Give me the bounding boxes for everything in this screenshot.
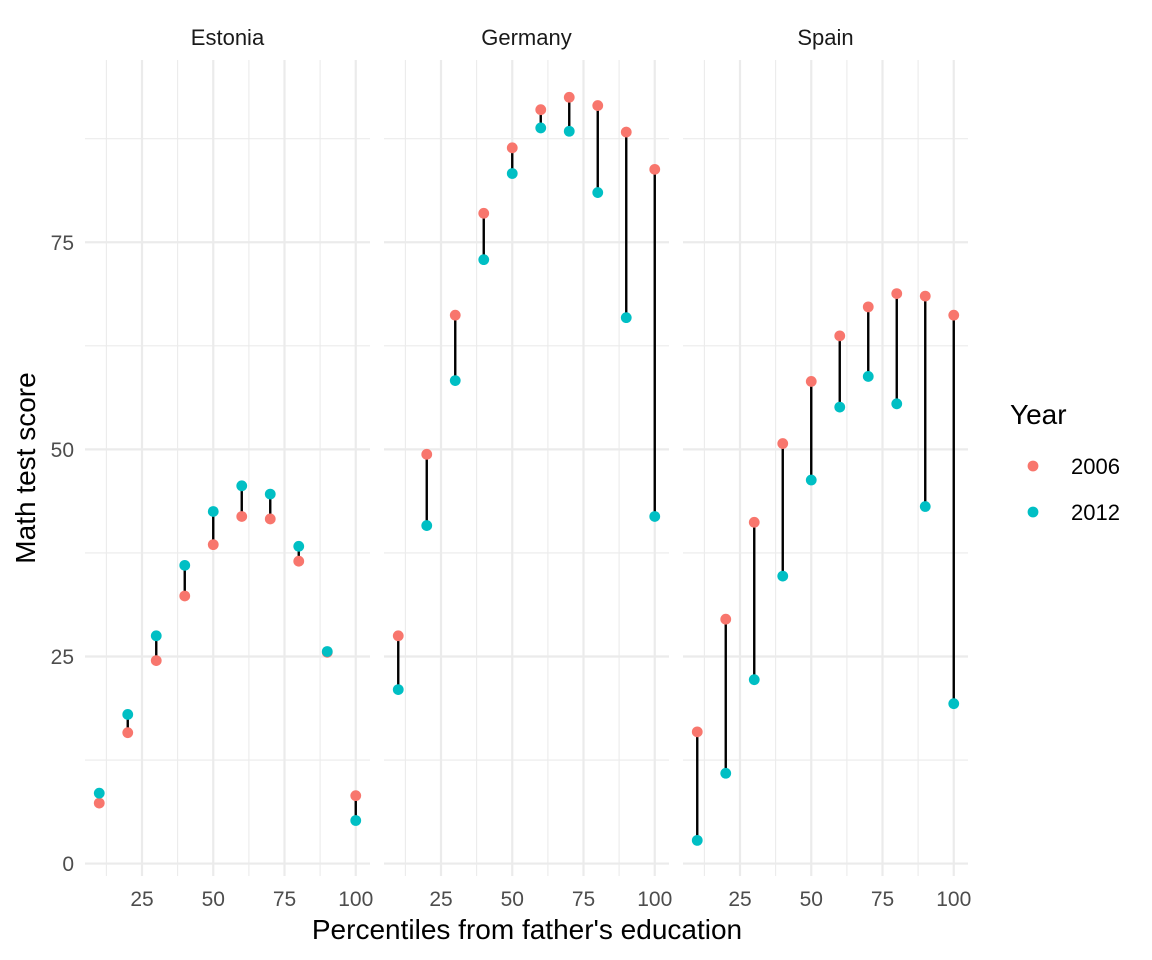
data-point-2006 — [620, 126, 632, 138]
data-point-2006 — [691, 726, 703, 738]
data-point-2006 — [649, 163, 661, 175]
data-point-2012 — [449, 375, 461, 387]
data-point-2012 — [421, 520, 433, 531]
data-point-2012 — [264, 488, 276, 500]
x-tick-label: 50 — [800, 888, 823, 911]
data-point-2012 — [506, 168, 518, 179]
data-point-2006 — [179, 590, 191, 602]
legend-title: Year — [1010, 399, 1067, 430]
data-point-2006 — [264, 513, 276, 525]
legend-key-2006 — [1027, 460, 1039, 472]
data-point-2012 — [805, 474, 817, 486]
y-tick-label: 75 — [51, 232, 74, 255]
data-point-2012 — [919, 501, 931, 512]
x-tick-label: 100 — [338, 888, 373, 911]
grid-layer — [85, 60, 968, 876]
x-tick-label: 25 — [429, 888, 452, 911]
data-point-2006 — [919, 290, 931, 302]
point-layer — [93, 91, 960, 846]
data-point-2006 — [350, 790, 362, 802]
legend-key-2012 — [1027, 506, 1039, 518]
data-point-2012 — [649, 511, 661, 522]
data-point-2012 — [535, 122, 547, 134]
y-tick-label: 25 — [51, 646, 74, 669]
legend-label: 2012 — [1071, 500, 1120, 525]
data-point-2012 — [207, 506, 219, 517]
data-point-2012 — [777, 570, 789, 582]
data-point-2006 — [563, 91, 575, 103]
x-tick-label: 50 — [501, 888, 524, 911]
y-tick-label: 50 — [51, 439, 74, 462]
x-tick-label: 75 — [572, 888, 595, 911]
x-tick-label: 50 — [202, 888, 225, 911]
data-point-2006 — [535, 104, 547, 116]
data-point-2012 — [122, 709, 134, 720]
y-tick-label: 0 — [62, 853, 74, 876]
x-tick-label: 25 — [130, 888, 153, 911]
data-point-2012 — [150, 630, 162, 642]
x-axis-title: Percentiles from father's education — [312, 914, 742, 945]
data-point-2006 — [122, 727, 134, 739]
x-tick-label: 100 — [637, 888, 672, 911]
data-point-2006 — [506, 142, 518, 154]
data-point-2012 — [179, 559, 191, 571]
legend: 2006 2012 — [1027, 454, 1120, 525]
segment-layer — [98, 97, 955, 841]
data-point-2006 — [93, 797, 105, 809]
data-point-2012 — [93, 787, 105, 799]
data-point-2012 — [236, 480, 248, 492]
data-point-2006 — [834, 330, 846, 342]
data-point-2006 — [421, 448, 433, 460]
legend-label: 2006 — [1071, 454, 1120, 479]
data-point-2012 — [620, 312, 632, 324]
data-point-2012 — [293, 540, 305, 552]
data-point-2006 — [449, 309, 461, 321]
data-point-2006 — [150, 655, 162, 667]
x-tick-label: 25 — [728, 888, 751, 911]
data-point-2006 — [862, 301, 874, 313]
text-layer: Percentiles from father's education Math… — [10, 25, 1067, 945]
data-point-2006 — [478, 207, 490, 219]
data-point-2006 — [236, 511, 248, 522]
data-point-2012 — [478, 254, 490, 266]
data-point-2012 — [592, 187, 604, 198]
data-point-2006 — [293, 555, 305, 567]
data-point-2006 — [891, 288, 903, 300]
data-point-2006 — [592, 100, 604, 111]
data-point-2012 — [350, 815, 362, 826]
data-point-2006 — [207, 539, 219, 551]
data-point-2012 — [862, 371, 874, 382]
data-point-2012 — [834, 401, 846, 413]
x-tick-label: 100 — [936, 888, 971, 911]
y-axis-title: Math test score — [10, 372, 41, 563]
data-point-2012 — [720, 767, 732, 779]
data-point-2006 — [805, 376, 817, 387]
data-point-2012 — [392, 684, 404, 696]
data-point-2012 — [748, 674, 760, 686]
data-point-2006 — [392, 630, 404, 642]
data-point-2012 — [563, 125, 575, 137]
data-point-2012 — [948, 698, 960, 710]
data-point-2006 — [720, 613, 732, 625]
facet-label: Spain — [797, 25, 853, 50]
facet-label: Germany — [481, 25, 571, 50]
data-point-2006 — [748, 516, 760, 528]
facet-label: Estonia — [191, 25, 265, 50]
data-point-2012 — [321, 646, 333, 657]
data-point-2006 — [777, 438, 789, 449]
data-point-2006 — [948, 309, 960, 321]
x-tick-label: 75 — [273, 888, 296, 911]
data-point-2012 — [891, 398, 903, 410]
data-point-2012 — [691, 834, 703, 846]
x-tick-label: 75 — [871, 888, 894, 911]
